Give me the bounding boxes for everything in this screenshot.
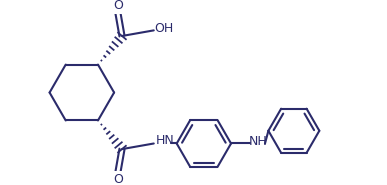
Text: O: O	[113, 0, 123, 12]
Text: HN: HN	[156, 134, 174, 147]
Text: OH: OH	[154, 22, 174, 35]
Text: NH: NH	[249, 135, 267, 148]
Text: O: O	[113, 173, 123, 185]
